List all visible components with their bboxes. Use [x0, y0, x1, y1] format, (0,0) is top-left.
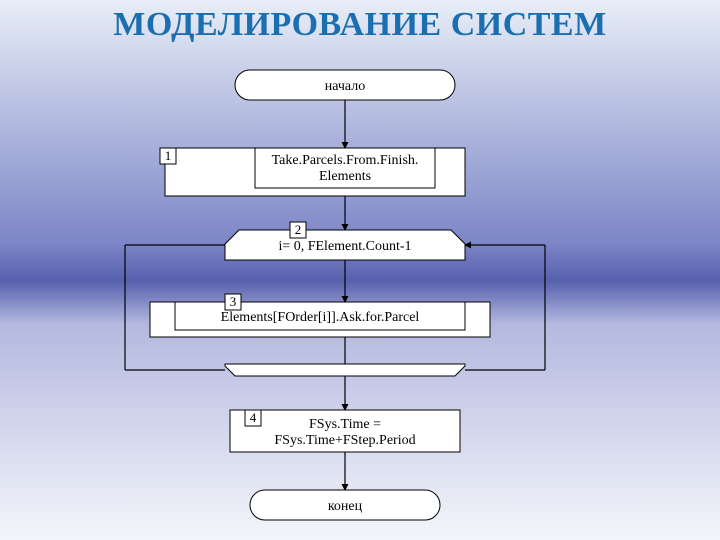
flowchart-canvas: начало Take.Parcels.From.Finish.Elements 1…	[0, 0, 720, 540]
start-terminator: начало	[235, 70, 455, 100]
svg-text:3: 3	[230, 294, 237, 309]
svg-text:Take.Parcels.From.Finish.: Take.Parcels.From.Finish.	[272, 153, 419, 168]
loop-head: i= 0, FElement.Count-1	[225, 230, 465, 260]
slide-root: начало Take.Parcels.From.Finish.Elements 1…	[0, 0, 720, 540]
block1-inner: Take.Parcels.From.Finish.Elements	[255, 148, 435, 188]
svg-text:2: 2	[295, 222, 302, 237]
block4: FSys.Time =FSys.Time+FStep.Period	[230, 410, 460, 452]
block1-number: 1	[160, 148, 176, 164]
svg-text:4: 4	[250, 410, 257, 425]
svg-text:FSys.Time =: FSys.Time =	[309, 417, 381, 432]
block3-inner: Elements[FOrder[i]].Ask.for.Parcel	[175, 302, 465, 330]
slide-title: МОДЕЛИРОВАНИЕ СИСТЕМ	[0, 6, 720, 44]
svg-text:конец: конец	[328, 499, 363, 514]
block2-number: 2	[290, 222, 306, 238]
svg-text:Elements: Elements	[319, 169, 371, 184]
loop-foot	[225, 364, 465, 376]
block3-number: 3	[225, 294, 241, 310]
svg-text:Elements[FOrder[i]].Ask.for.Pa: Elements[FOrder[i]].Ask.for.Parcel	[221, 310, 420, 325]
end-terminator: конец	[250, 490, 440, 520]
svg-text:начало: начало	[325, 79, 366, 94]
svg-text:i= 0, FElement.Count-1: i= 0, FElement.Count-1	[278, 239, 411, 254]
block4-number: 4	[245, 410, 261, 426]
svg-text:1: 1	[165, 148, 172, 163]
svg-text:FSys.Time+FStep.Period: FSys.Time+FStep.Period	[274, 433, 415, 448]
